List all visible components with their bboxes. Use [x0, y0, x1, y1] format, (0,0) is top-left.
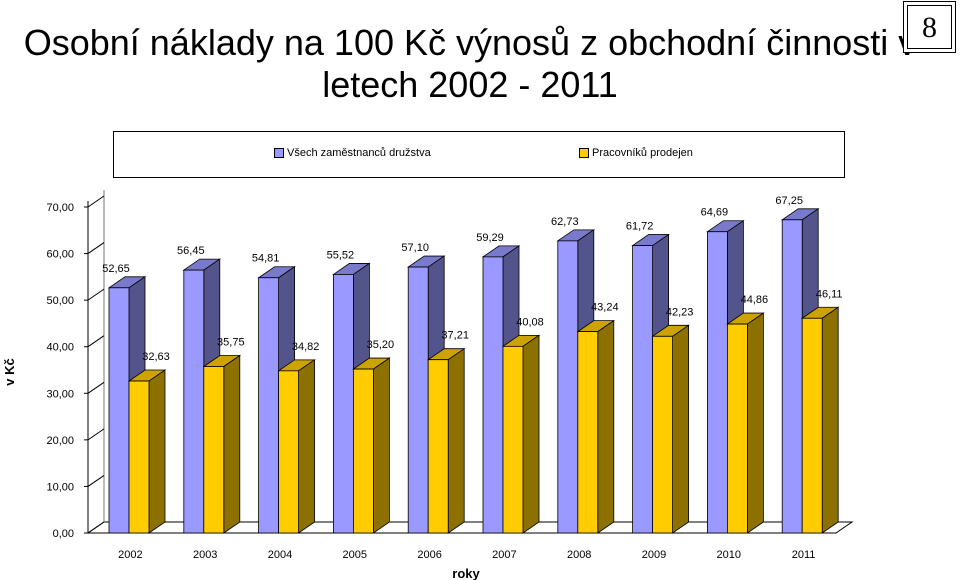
data-label-2011-s1: 67,25: [775, 195, 803, 207]
data-label-2006-s2: 37,21: [441, 330, 469, 342]
y-tick-label: 60,00: [46, 249, 74, 261]
bar-side-2004-s2: [298, 359, 316, 534]
bar-2006-s2: [427, 359, 449, 534]
x-tick-label: 2007: [492, 549, 516, 561]
y-tick-label: 50,00: [46, 295, 74, 307]
bar-2010-s2: [727, 323, 748, 534]
x-axis-title: roky: [452, 566, 480, 580]
data-label-2009-s2: 42,23: [666, 306, 694, 318]
y-tick-label: 0,00: [53, 528, 74, 540]
bar-2011-s2: [801, 317, 823, 534]
chart-legend: Všech zaměstnanců družstva Pracovníků pr…: [113, 131, 845, 178]
legend-item-series-1: Všech zaměstnanců družstva: [274, 147, 431, 159]
bar-side-2008-s2: [597, 319, 615, 534]
legend-label-series-2: Pracovníků prodejen: [592, 147, 693, 159]
bar-2003-s1: [183, 269, 205, 534]
y-tick-depth: [87, 335, 105, 348]
legend-swatch-series-1: [274, 148, 284, 158]
bar-2009-s2: [652, 335, 673, 534]
data-label-2002-s1: 52,65: [102, 263, 130, 275]
bar-2011-s1: [781, 219, 803, 534]
bar-2002-s2: [128, 380, 150, 534]
legend-swatch-series-2: [579, 148, 589, 158]
data-label-2002-s2: 32,63: [142, 351, 170, 363]
bar-side-2007-s2: [522, 334, 540, 534]
bar-2010-s1: [707, 231, 728, 534]
data-label-2007-s1: 59,29: [476, 232, 504, 244]
bar-side-2010-s2: [747, 312, 764, 534]
y-axis-title: v Kč: [2, 358, 17, 385]
legend-item-series-2: Pracovníků prodejen: [579, 147, 693, 159]
bar-2004-s1: [258, 277, 280, 534]
data-label-2003-s2: 35,75: [217, 337, 245, 349]
y-tick-depth: [87, 242, 105, 254]
bar-2006-s1: [407, 266, 429, 534]
data-label-2010-s2: 44,86: [741, 294, 769, 306]
y-tick-label: 10,00: [46, 481, 74, 493]
x-tick-label: 2008: [567, 549, 591, 561]
x-tick-label: 2004: [268, 549, 292, 561]
x-tick-label: 2011: [792, 549, 816, 561]
data-label-2010-s1: 64,69: [701, 207, 729, 219]
bar-side-2009-s2: [672, 324, 689, 534]
bar-side-2003-s2: [223, 354, 241, 534]
x-tick-label: 2003: [193, 549, 217, 561]
y-tick-label: 40,00: [46, 342, 74, 354]
data-label-2004-s1: 54,81: [252, 253, 280, 265]
bar-2007-s1: [482, 256, 504, 534]
bar-2007-s2: [502, 345, 524, 534]
y-tick-label: 20,00: [46, 435, 74, 447]
page-number-badge: 8: [903, 1, 956, 53]
bar-side-2005-s2: [372, 357, 390, 534]
data-label-2011-s2: 46,11: [816, 288, 843, 300]
data-label-2009-s1: 61,72: [626, 221, 654, 233]
bar-2002-s1: [108, 287, 130, 534]
y-tick-depth: [87, 195, 105, 208]
data-label-2003-s1: 56,45: [177, 245, 205, 257]
data-label-2005-s1: 55,52: [327, 249, 355, 261]
y-tick-depth: [87, 381, 105, 394]
bar-2009-s1: [632, 245, 653, 534]
x-tick-label: 2009: [642, 549, 666, 561]
x-tick-label: 2002: [118, 549, 142, 561]
data-label-2005-s2: 35,20: [367, 339, 395, 351]
data-label-2006-s1: 57,10: [401, 242, 429, 254]
chart-title: Osobní náklady na 100 Kč výnosů z obchod…: [23, 22, 917, 105]
bar-side-2011-s2: [821, 306, 839, 534]
y-tick-depth: [87, 475, 105, 487]
bar-2008-s1: [557, 240, 579, 534]
x-tick-label: 2006: [417, 549, 441, 561]
x-tick-label: 2005: [343, 549, 367, 561]
bar-2004-s2: [278, 370, 300, 534]
page-number: 8: [907, 5, 952, 49]
bar-2003-s2: [203, 366, 225, 534]
y-tick-label: 70,00: [46, 202, 74, 214]
y-tick-label: 30,00: [46, 388, 74, 400]
data-label-2008-s1: 62,73: [551, 216, 579, 228]
bar-2005-s1: [332, 274, 354, 534]
data-label-2008-s2: 43,24: [591, 302, 619, 314]
legend-label-series-1: Všech zaměstnanců družstva: [287, 147, 431, 159]
data-label-2007-s2: 40,08: [516, 316, 544, 328]
bar-side-2002-s2: [148, 369, 166, 534]
bar-2005-s2: [352, 368, 374, 534]
y-tick-depth: [87, 288, 105, 301]
y-tick-depth: [87, 521, 105, 534]
y-tick-depth: [87, 428, 105, 441]
bar-2008-s2: [577, 331, 599, 534]
x-tick-label: 2010: [717, 549, 741, 561]
bar-side-2006-s2: [447, 347, 465, 534]
data-label-2004-s2: 34,82: [292, 341, 320, 353]
